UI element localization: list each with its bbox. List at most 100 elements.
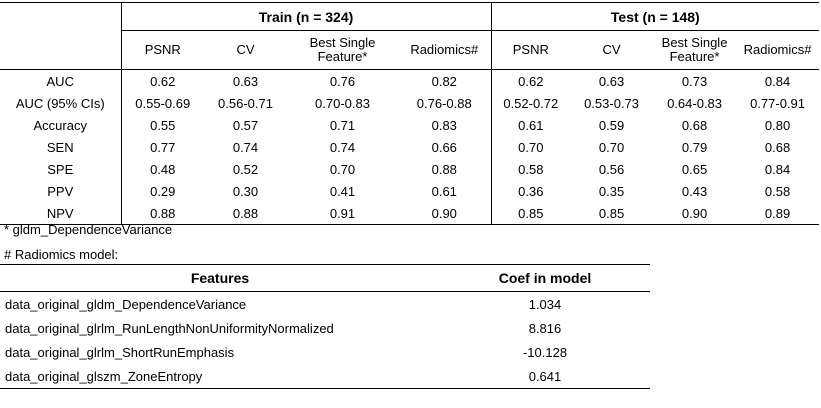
train-value-cell: 0.88 xyxy=(204,202,287,225)
test-value-cell: 0.64-0.83 xyxy=(667,95,723,111)
train-value-cell: 0.76 xyxy=(329,73,356,89)
train-value-cell: 0.74 xyxy=(232,139,259,155)
train-value-cell: 0.61 xyxy=(398,180,492,202)
train-value-cell: 0.63 xyxy=(232,73,259,89)
feature-row: data_original_gldm_DependenceVariance 1.0… xyxy=(0,292,650,317)
radiomics-model-footnote: # Radiomics model: xyxy=(4,247,119,262)
feature-name: data_original_gldm_DependenceVariance xyxy=(5,296,247,312)
train-value-cell: 0.70 xyxy=(329,161,356,177)
train-value-cell: 0.55 xyxy=(150,117,176,133)
test-value-cell: 0.70 xyxy=(518,139,544,155)
train-value-cell: 0.90 xyxy=(398,202,492,225)
test-value-cell: 0.68 xyxy=(681,117,708,133)
test-value-cell: 0.56 xyxy=(598,161,625,177)
feature-name: data_original_glrlm_RunLengthNonUniformi… xyxy=(5,320,334,336)
train-value-cell: 0.55-0.69 xyxy=(135,95,191,111)
feature-name: data_original_glszm_ZoneEntropy xyxy=(0,364,440,389)
train-col-radiomics: Radiomics# xyxy=(398,30,492,70)
test-value-cell: 0.35 xyxy=(598,183,625,199)
feature-row: data_original_glszm_ZoneEntropy 0.641 xyxy=(0,364,650,389)
train-value-cell: 0.56-0.71 xyxy=(218,95,273,111)
train-value-cell: 0.48 xyxy=(150,161,176,177)
train-value-cell: 0.71 xyxy=(329,117,356,133)
coef-header: Coef in model xyxy=(440,264,650,292)
test-value-cell: 0.53-0.73 xyxy=(584,95,640,111)
row-label-header xyxy=(0,30,122,70)
test-group-header: Test (n = 148) xyxy=(491,2,820,31)
test-col-psnr: PSNR xyxy=(491,30,571,70)
row-label: PPV xyxy=(0,180,122,202)
train-value-cell: 0.77 xyxy=(150,139,176,155)
test-value-cell: 0.68 xyxy=(764,139,791,155)
train-value-cell: 0.29 xyxy=(150,183,176,199)
metrics-row: Accuracy 0.55 0.57 0.71 0.83 0.61 0.59 0.68 0.80 xyxy=(0,114,819,136)
test-value-cell: 0.84 xyxy=(764,161,791,177)
train-value-cell: 0.66 xyxy=(398,136,492,158)
test-value-cell: 0.73 xyxy=(681,73,708,89)
train-value-cell: 0.91 xyxy=(287,202,398,225)
row-label: AUC (95% CIs) xyxy=(0,92,122,114)
row-label: AUC xyxy=(0,69,122,92)
test-col-radiomics: Radiomics# xyxy=(736,30,820,70)
metrics-row: SPE 0.48 0.52 0.70 0.88 0.58 0.56 0.65 0.84 xyxy=(0,158,819,180)
test-value-cell: 0.85 xyxy=(570,202,654,225)
test-col-best-single: Best Single Feature* xyxy=(653,30,737,70)
train-value-cell: 0.70-0.83 xyxy=(315,95,370,111)
test-value-cell: 0.65 xyxy=(681,161,708,177)
train-value-cell: 0.30 xyxy=(232,183,259,199)
test-value-cell: 0.70 xyxy=(598,139,625,155)
test-value-cell: 0.77-0.91 xyxy=(750,95,806,111)
feature-name: data_original_glrlm_ShortRunEmphasis xyxy=(5,344,235,360)
row-label: Accuracy xyxy=(0,114,122,136)
train-value-cell: 0.74 xyxy=(329,139,356,155)
train-value-cell: 0.52 xyxy=(232,161,259,177)
train-value-cell: 0.62 xyxy=(150,73,176,89)
test-value-cell: 0.36 xyxy=(518,183,544,199)
train-group-header: Train (n = 324) xyxy=(121,2,492,31)
row-label: NPV xyxy=(0,202,122,225)
feature-coef: 1.034 xyxy=(528,296,562,312)
feature-row: data_original_glrlm_ShortRunEmphasis -10.… xyxy=(0,340,650,364)
metrics-row: SEN 0.77 0.74 0.74 0.66 0.70 0.70 0.79 0.68 xyxy=(0,136,819,158)
train-value-cell: 0.88 xyxy=(398,158,492,180)
features-table: Features Coef in model data_original_gld… xyxy=(0,264,650,389)
train-value-cell: 0.41 xyxy=(329,183,356,199)
best-single-footnote: * gldm_DependenceVariance xyxy=(4,222,173,237)
feature-coef: 8.816 xyxy=(528,320,562,336)
feature-coef: -10.128 xyxy=(522,344,568,360)
test-col-cv: CV xyxy=(570,30,654,70)
train-col-cv: CV xyxy=(204,30,287,70)
test-value-cell: 0.85 xyxy=(491,202,571,225)
metrics-row: PPV 0.29 0.30 0.41 0.61 0.36 0.35 0.43 0.58 xyxy=(0,180,819,202)
train-value-cell: 0.76-0.88 xyxy=(398,92,492,114)
test-value-cell: 0.43 xyxy=(681,183,708,199)
train-col-psnr: PSNR xyxy=(121,30,204,70)
metrics-table: Train (n = 324) Test (n = 148) PSNR CV B… xyxy=(0,2,820,225)
test-value-cell: 0.79 xyxy=(681,139,708,155)
features-header: Features xyxy=(0,264,440,292)
row-label: SEN xyxy=(0,136,122,158)
test-value-cell: 0.59 xyxy=(598,117,625,133)
row-label: SPE xyxy=(0,158,122,180)
test-value-cell: 0.61 xyxy=(518,117,544,133)
test-value-cell: 0.52-0.72 xyxy=(503,95,559,111)
metrics-row: NPV 0.88 0.88 0.91 0.90 0.85 0.85 0.90 0.89 xyxy=(0,202,820,225)
corner-cell xyxy=(0,2,122,31)
train-value-cell: 0.83 xyxy=(398,114,492,136)
test-value-cell: 0.89 xyxy=(736,202,820,225)
test-value-cell: 0.58 xyxy=(764,183,791,199)
test-value-cell: 0.63 xyxy=(598,73,625,89)
test-value-cell: 0.84 xyxy=(764,73,791,89)
metrics-row: AUC (95% CIs) 0.55-0.69 0.56-0.71 0.70-0.83… xyxy=(0,92,819,114)
test-value-cell: 0.58 xyxy=(518,161,544,177)
metrics-row: AUC 0.62 0.63 0.76 0.82 0.62 0.63 0.73 0.84 xyxy=(0,69,819,92)
test-value-cell: 0.62 xyxy=(518,73,544,89)
train-col-best-single: Best Single Feature* xyxy=(287,30,398,70)
train-value-cell: 0.82 xyxy=(398,69,492,92)
feature-row: data_original_glrlm_RunLengthNonUniformi… xyxy=(0,316,650,340)
train-value-cell: 0.88 xyxy=(121,202,204,225)
train-value-cell: 0.57 xyxy=(232,117,259,133)
test-value-cell: 0.90 xyxy=(653,202,737,225)
feature-coef: 0.641 xyxy=(440,364,650,389)
test-value-cell: 0.80 xyxy=(764,117,791,133)
